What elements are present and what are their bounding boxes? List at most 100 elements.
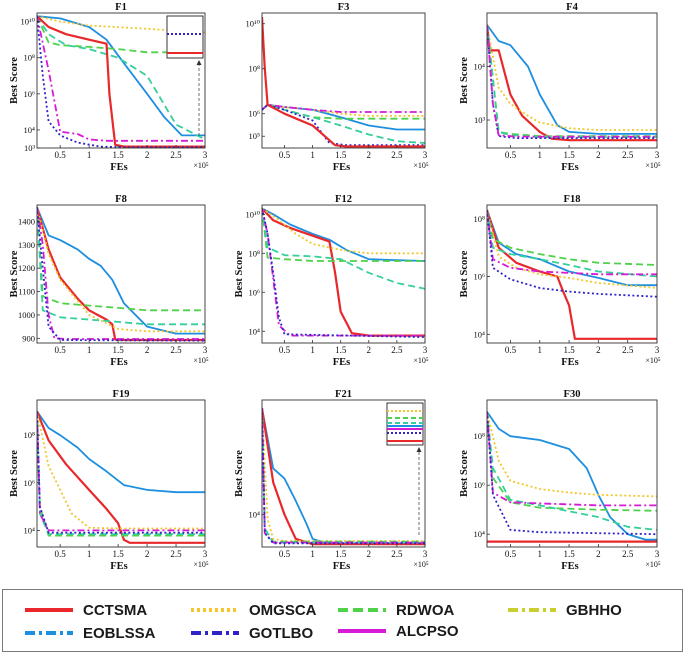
series-alcpso	[262, 103, 425, 113]
x-tick-label: 0.5	[505, 150, 517, 160]
y-axis-label: Best Score	[9, 250, 20, 297]
x-tick-label: 2	[145, 150, 150, 160]
x-multiplier: ×10⁵	[193, 356, 209, 365]
series-gotlbo	[262, 103, 425, 147]
legend-item-gbhho: GBHHO	[508, 600, 622, 620]
y-tick-label: 10⁴	[249, 326, 261, 336]
legend-label: EOBLSSA	[83, 624, 156, 642]
series-eoblssa	[37, 206, 205, 335]
legend-item-gotlbo: GOTLBO	[191, 623, 313, 643]
y-tick-label: 10⁶	[474, 480, 486, 490]
x-tick-label: 3	[203, 549, 208, 559]
series-rdwoa	[262, 208, 425, 262]
x-tick-label: 2	[145, 345, 150, 355]
series-rdwoa	[37, 207, 205, 312]
zoom-arrow-head	[416, 447, 422, 452]
series-teal	[262, 208, 425, 290]
axes-frame	[486, 399, 658, 548]
series-eoblssa	[37, 410, 205, 494]
x-axis-label: FEs	[333, 357, 351, 368]
legend-swatch-gbhho	[508, 608, 556, 612]
axes-frame	[36, 204, 206, 344]
y-axis-label: Best Score	[459, 450, 470, 497]
series-rdwoa	[487, 24, 657, 138]
series-rdwoa	[487, 209, 657, 266]
series-cctsma	[37, 207, 205, 342]
x-tick-label: 2.5	[391, 549, 403, 559]
x-tick-label: 1	[310, 345, 315, 355]
x-tick-label: 3	[203, 150, 208, 160]
x-tick-label: 1	[87, 150, 92, 160]
panel-title: F8	[115, 194, 127, 205]
x-tick-label: 0.5	[279, 549, 291, 559]
panel-f8: 0.5 1 1.5 2 2.5 3 900 1000 1100 1200 1300 1400 F8 FEs…	[9, 194, 209, 368]
x-tick-label: 2.5	[622, 345, 634, 355]
x-tick-label: 3	[655, 150, 660, 160]
axes-frame	[486, 12, 658, 149]
y-tick-label: 10⁵	[249, 131, 261, 141]
panel-f12: 0.5 1 1.5 2 2.5 3 10⁴ 10⁶ 10⁸ 10¹⁰ F12 FEs ×10⁵ Best …	[234, 194, 429, 368]
y-tick-label: 10⁶	[249, 287, 261, 297]
x-tick-label: 1	[538, 549, 543, 559]
axes-frame	[36, 12, 206, 149]
y-tick-label: 10¹⁰	[246, 209, 261, 219]
legend-item-alcpso: ALCPSO	[338, 621, 459, 641]
x-tick-label: 0.5	[55, 345, 67, 355]
x-tick-label: 1	[310, 549, 315, 559]
series-gotlbo	[487, 210, 657, 298]
series-teal	[487, 411, 657, 531]
legend-item-rdwoa: RDWOA	[338, 600, 454, 620]
legend-swatch-eoblssa	[25, 631, 73, 635]
x-axis-label: FEs	[561, 357, 579, 368]
x-axis-label: FEs	[333, 561, 351, 572]
series-cctsma	[262, 207, 425, 337]
series-omgsca	[37, 207, 205, 333]
y-tick-label: 10⁸	[474, 431, 486, 441]
panel-f30: 0.5 1 1.5 2 2.5 3 10⁴ 10⁶ 10⁸ F30 FEs ×10⁵ Best Scor…	[459, 389, 661, 572]
series-teal	[37, 207, 205, 326]
series-gotlbo	[37, 207, 205, 342]
legend-swatch-cctsma	[25, 608, 73, 612]
y-tick-label: 10⁸	[24, 53, 36, 63]
x-tick-label: 3	[423, 345, 428, 355]
x-tick-label: 3	[655, 345, 660, 355]
y-axis-label: Best Score	[459, 250, 470, 297]
x-tick-label: 2.5	[170, 150, 182, 160]
legend-swatch-gotlbo	[191, 631, 239, 635]
series-omgsca	[262, 103, 425, 117]
series-group	[37, 15, 205, 148]
x-axis-label: FEs	[333, 162, 351, 173]
x-tick-label: 3	[203, 345, 208, 355]
x-axis-label: FEs	[561, 561, 579, 572]
y-tick-label: 10⁴	[474, 529, 486, 539]
x-tick-label: 1.5	[563, 549, 575, 559]
series-omgsca	[262, 207, 425, 255]
x-tick-label: 1.5	[112, 549, 124, 559]
series-alcpso	[487, 24, 657, 138]
series-teal	[487, 24, 657, 139]
y-tick-label: 10⁴	[24, 525, 36, 535]
x-tick-label: 1	[87, 549, 92, 559]
y-axis-label: Best Score	[459, 57, 470, 104]
panel-title: F21	[335, 389, 352, 400]
y-tick-label: 10⁸	[249, 64, 261, 74]
series-group	[487, 24, 657, 142]
x-tick-label: 0.5	[505, 549, 517, 559]
series-cctsma	[487, 24, 657, 142]
x-tick-label: 2	[145, 549, 150, 559]
y-tick-label: 10⁶	[474, 272, 486, 282]
series-alcpso	[37, 16, 205, 142]
x-multiplier: ×10⁵	[645, 560, 661, 569]
y-tick-label: 10⁴	[24, 125, 36, 135]
series-eoblssa	[37, 15, 205, 137]
x-tick-label: 1.5	[335, 150, 347, 160]
x-tick-label: 1	[538, 345, 543, 355]
x-tick-label: 1.5	[112, 345, 124, 355]
x-axis-label: FEs	[561, 162, 579, 173]
legend-swatch-alcpso	[338, 629, 386, 633]
legend-label: GOTLBO	[249, 624, 314, 642]
series-cctsma	[37, 15, 205, 148]
series-teal	[487, 209, 657, 278]
panel-f3: 0.5 1 1.5 2 2.5 3 10⁵ 10⁶ 10⁸ 10¹⁰ F3 FEs ×10⁵	[246, 2, 429, 173]
series-gotlbo	[37, 16, 205, 148]
